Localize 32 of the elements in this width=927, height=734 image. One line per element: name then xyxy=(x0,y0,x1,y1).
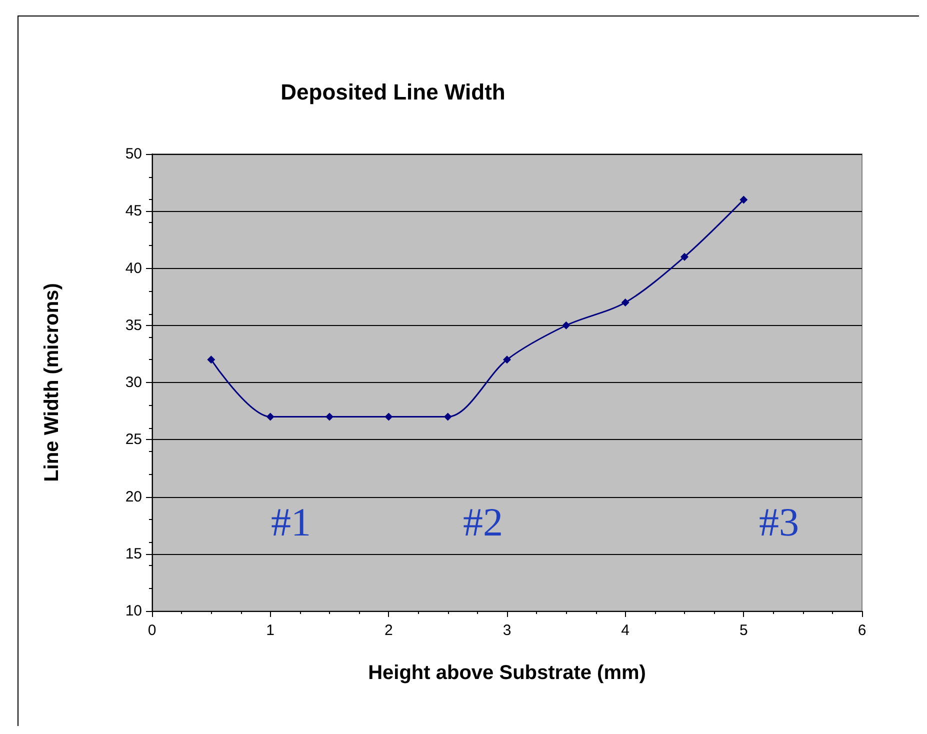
point xyxy=(444,412,452,421)
y-tick-label: 40 xyxy=(125,260,142,277)
x-tick-label: 0 xyxy=(148,622,156,639)
point xyxy=(740,196,748,204)
x-tick-label: 5 xyxy=(739,622,748,639)
point xyxy=(326,412,334,421)
x-tick-label: 3 xyxy=(502,622,512,639)
x-tick-label: 6 xyxy=(858,622,866,639)
point xyxy=(266,412,274,421)
point xyxy=(503,356,511,364)
point xyxy=(621,298,630,307)
point xyxy=(562,321,570,330)
point xyxy=(680,252,688,261)
y-tick-label: 10 xyxy=(125,602,142,620)
y-tick-label: 30 xyxy=(125,374,142,391)
point xyxy=(384,412,393,421)
y-tick-label: 25 xyxy=(125,431,142,448)
y-tick-label: 35 xyxy=(125,316,142,334)
y-tick-label: 20 xyxy=(125,488,142,506)
x-tick-label: 4 xyxy=(621,622,630,639)
annotation: #1 xyxy=(271,500,311,544)
y-tick-label: 50 xyxy=(125,146,142,162)
y-tick-label: 45 xyxy=(125,202,142,220)
point xyxy=(207,356,216,364)
x-axis-title: Height above Substrate (mm) xyxy=(368,662,646,684)
y-axis-title: Line Width (microns) xyxy=(41,283,63,482)
annotation: #2 xyxy=(463,500,503,544)
chart-title: Deposited Line Width xyxy=(280,80,506,104)
y-tick-label: 15 xyxy=(125,545,142,562)
x-tick-label: 1 xyxy=(266,622,275,639)
x-tick-label: 2 xyxy=(384,622,393,639)
annotation: #3 xyxy=(759,500,799,544)
